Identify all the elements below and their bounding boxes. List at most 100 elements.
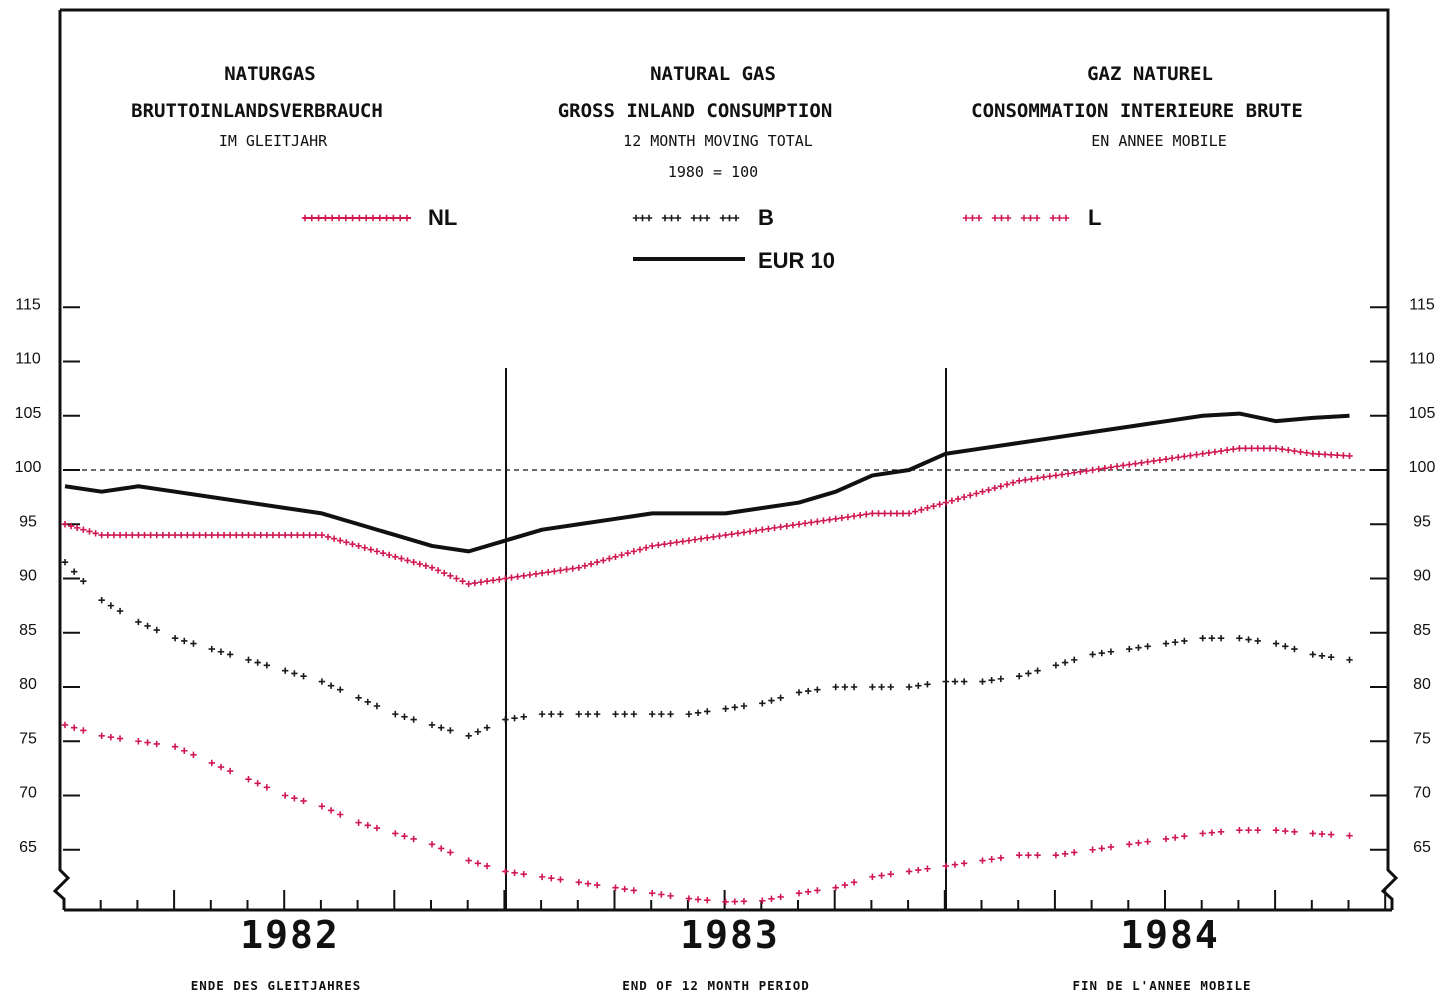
marker-l (410, 835, 417, 843)
marker-nl (545, 568, 552, 576)
marker-l (841, 881, 849, 889)
marker-nl (122, 531, 130, 539)
marker-nl (1077, 468, 1084, 476)
marker-nl (789, 521, 797, 529)
marker-b (364, 698, 371, 706)
marker-b (584, 710, 592, 718)
y-tick-label-right: 80 (1413, 676, 1431, 693)
marker-nl (434, 567, 442, 574)
marker-nl (740, 529, 748, 536)
marker-nl (379, 549, 387, 557)
marker-b (667, 710, 674, 718)
point-nl (905, 510, 913, 517)
point-nl (502, 575, 509, 582)
marker-nl (863, 511, 870, 518)
marker-nl (104, 531, 112, 539)
title-french: GAZ NATUREL CONSOMMATION INTERIEURE BRUT… (971, 63, 1303, 150)
legend-nl-marker (376, 214, 383, 222)
marker-nl (416, 560, 423, 568)
marker-l (401, 832, 408, 840)
marker-nl (489, 577, 497, 584)
marker-l (593, 881, 601, 889)
marker-nl (269, 531, 277, 539)
title-german: NATURGAS BRUTTOINLANDSVERBRAUCH IM GLEIT… (131, 63, 383, 150)
marker-nl (551, 568, 558, 575)
marker-l (804, 888, 812, 895)
point-nl (428, 564, 436, 571)
legend-b-marker (719, 214, 727, 222)
point-nl (282, 531, 289, 539)
legend-nl-marker (363, 214, 370, 222)
marker-nl (483, 578, 491, 585)
marker-b (658, 710, 665, 718)
title-de-line3: IM GLEITJAHR (219, 132, 328, 150)
point-b (575, 710, 582, 718)
marker-nl (1211, 448, 1219, 456)
point-b (1346, 656, 1353, 664)
point-b (979, 678, 986, 685)
marker-b (1318, 652, 1326, 660)
marker-nl (306, 531, 313, 539)
marker-nl (814, 518, 821, 525)
marker-l (878, 872, 885, 879)
marker-nl (752, 527, 760, 534)
point-b (1272, 640, 1280, 647)
marker-l (511, 869, 518, 877)
marker-nl (74, 524, 81, 532)
point-nl (245, 531, 252, 539)
marker-nl (1254, 445, 1261, 452)
legend-nl-marker (342, 214, 349, 222)
marker-l (704, 897, 711, 904)
marker-l (887, 870, 894, 878)
legend-b-marker (697, 214, 704, 222)
marker-nl (936, 501, 943, 508)
marker-l (548, 875, 555, 882)
marker-l (447, 849, 454, 856)
reference-layer (64, 368, 1388, 910)
marker-nl (220, 531, 228, 539)
marker-nl (477, 578, 485, 586)
marker-l (584, 880, 592, 887)
marker-nl (973, 490, 980, 497)
legend-nl-marker (308, 214, 315, 222)
point-nl (649, 542, 656, 550)
marker-nl (924, 504, 931, 512)
point-nl (1126, 461, 1133, 468)
point-b (1089, 651, 1096, 658)
point-l (795, 889, 803, 897)
marker-nl (1144, 458, 1151, 466)
point-nl (1162, 455, 1170, 463)
marker-b (804, 687, 812, 695)
marker-nl (606, 555, 613, 562)
y-tick-label-left: 65 (19, 839, 37, 856)
marker-l (1245, 827, 1252, 834)
marker-nl (1291, 447, 1298, 455)
marker-nl (1181, 453, 1188, 460)
marker-l (373, 824, 381, 832)
point-b (98, 597, 105, 604)
line-eur10 (64, 411, 1350, 554)
marker-nl (661, 540, 668, 548)
marker-nl (1107, 464, 1115, 471)
title-de-line2: BRUTTOINLANDSVERBRAUCH (131, 100, 383, 122)
marker-b (1254, 637, 1261, 645)
marker-nl (960, 493, 968, 501)
point-nl (722, 531, 729, 539)
marker-nl (820, 517, 827, 524)
marker-nl (783, 522, 790, 530)
title-en-line4: 1980 = 100 (668, 163, 758, 181)
point-b (612, 710, 619, 718)
marker-l (1327, 831, 1335, 838)
marker-nl (704, 534, 711, 542)
legend-b-marker (668, 214, 675, 222)
marker-nl (324, 533, 332, 541)
marker-l (153, 740, 160, 748)
point-l (979, 857, 986, 864)
marker-l (226, 767, 234, 775)
footer-fr: FIN DE L'ANNEE MOBILE (1072, 978, 1251, 993)
marker-l (116, 735, 124, 742)
legend-b: B (632, 205, 774, 230)
marker-nl (398, 555, 405, 562)
legend-l-markers (962, 214, 1070, 222)
marker-b (80, 578, 87, 585)
